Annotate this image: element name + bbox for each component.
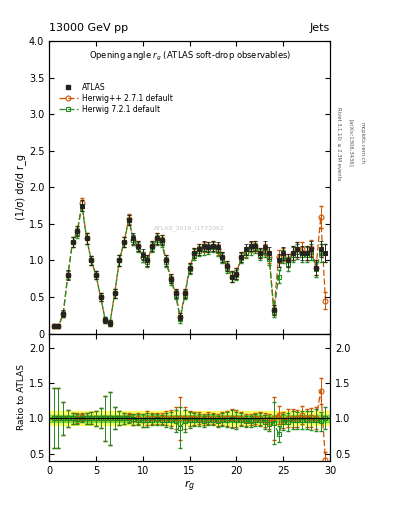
Text: Opening angle $r_g$ (ATLAS soft-drop observables): Opening angle $r_g$ (ATLAS soft-drop obs… [88, 50, 291, 63]
Text: 13000 GeV pp: 13000 GeV pp [49, 23, 128, 33]
X-axis label: $r_g$: $r_g$ [184, 478, 195, 494]
Legend: ATLAS, Herwig++ 2.7.1 default, Herwig 7.2.1 default: ATLAS, Herwig++ 2.7.1 default, Herwig 7.… [56, 80, 176, 117]
Bar [49, 411, 330, 425]
Text: Rivet 3.1.10; ≥ 2.3M events: Rivet 3.1.10; ≥ 2.3M events [336, 106, 341, 180]
Y-axis label: Ratio to ATLAS: Ratio to ATLAS [17, 364, 26, 430]
Bar [49, 415, 330, 422]
Text: mcplots.cern.ch: mcplots.cern.ch [360, 122, 365, 164]
Text: Jets: Jets [310, 23, 330, 33]
Text: [arXiv:1306.3436]: [arXiv:1306.3436] [348, 119, 353, 167]
Text: ATLAS_2019_I1772062: ATLAS_2019_I1772062 [154, 225, 225, 231]
Y-axis label: (1/σ) dσ/d r_g: (1/σ) dσ/d r_g [15, 154, 26, 220]
